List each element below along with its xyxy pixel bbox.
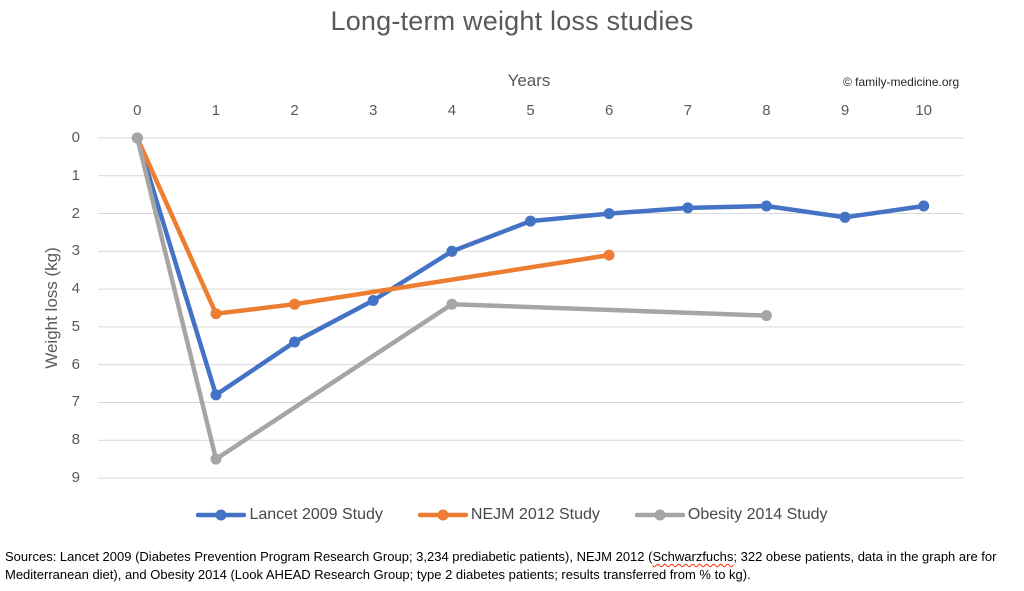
y-tick-7: 7 [71,393,80,411]
nejm-2012-study-point-year-6 [603,249,615,261]
gridlines [98,137,963,479]
legend-label: NEJM 2012 Study [470,506,600,523]
legend: Lancet 2009 Study NEJM 2012 Study Obesit… [0,506,1024,524]
y-tick-3: 3 [71,242,80,260]
lancet-2009-study-point-year-8 [760,200,772,212]
lancet-2009-study-point-year-3 [367,295,379,306]
chart-title: Long-term weight loss studies [330,6,694,36]
nejm-2012-study-line [135,135,612,316]
lancet-2009-study-point-year-9 [839,211,851,223]
lancet-2009-study-point-year-2 [289,336,301,348]
source-note-misspelled-word: Schwarzfuchs [652,549,734,564]
lancet-2009-study-point-year-6 [603,208,615,220]
lancet-2009-study-point-year-1 [210,389,222,401]
y-tick-5: 5 [71,317,80,335]
source-note: Sources: Lancet 2009 (Diabetes Preventio… [5,548,1019,584]
legend-label: Obesity 2014 Study [687,506,828,523]
obesity-2014-study-line [135,135,769,462]
source-note-suffix: ; 322 obese patients, data in the graph … [5,549,997,582]
lancet-2009-study-point-year-7 [682,202,694,214]
lancet-2009-study-point-year-5 [525,215,536,227]
y-tick-8: 8 [71,431,80,449]
source-note-prefix: Sources: Lancet 2009 (Diabetes Preventio… [5,549,653,564]
obesity-2014-study-point-year-4 [446,298,458,310]
legend-item-lancet-2009: Lancet 2009 Study [196,506,383,524]
nejm-2012-study-point-year-1 [210,308,222,320]
nejm-2012-study-point-year-2 [289,298,301,310]
y-tick-1: 1 [71,166,80,184]
obesity-2014-study-point-year-1 [210,453,222,465]
line-marker-icon [634,509,685,521]
y-tick-4: 4 [71,280,80,298]
x-tick-2: 2 [290,102,299,119]
series-obesity-2014-study [131,132,772,465]
y-tick-2: 2 [71,204,80,222]
line-marker-icon [417,509,468,521]
obesity-2014-study-point-year-0 [131,132,143,144]
copyright-text: © family-medicine.org [843,75,960,89]
x-tick-1: 1 [211,102,221,119]
lancet-2009-study-point-year-4 [446,245,458,257]
legend-item-obesity-2014: Obesity 2014 Study [634,506,828,524]
y-tick-0: 0 [71,129,80,146]
line-marker-icon [196,509,247,521]
x-tick-3: 3 [369,102,378,119]
y-tick-6: 6 [71,355,80,373]
obesity-2014-study-point-year-8 [760,310,772,322]
x-tick-6: 6 [604,102,614,119]
x-tick-9: 9 [840,102,850,119]
x-tick-5: 5 [526,102,535,119]
y-tick-9: 9 [71,469,80,487]
x-tick-0: 0 [133,102,142,119]
x-tick-8: 8 [762,102,771,119]
x-tick-4: 4 [447,102,457,119]
lancet-2009-study-point-year-10 [918,200,930,212]
x-tick-7: 7 [683,102,692,119]
x-axis-title: Years [507,71,551,90]
x-tick-10: 10 [915,102,933,119]
series-nejm-2012-study [131,132,615,320]
legend-item-nejm-2012: NEJM 2012 Study [417,506,600,524]
legend-label: Lancet 2009 Study [249,506,383,523]
